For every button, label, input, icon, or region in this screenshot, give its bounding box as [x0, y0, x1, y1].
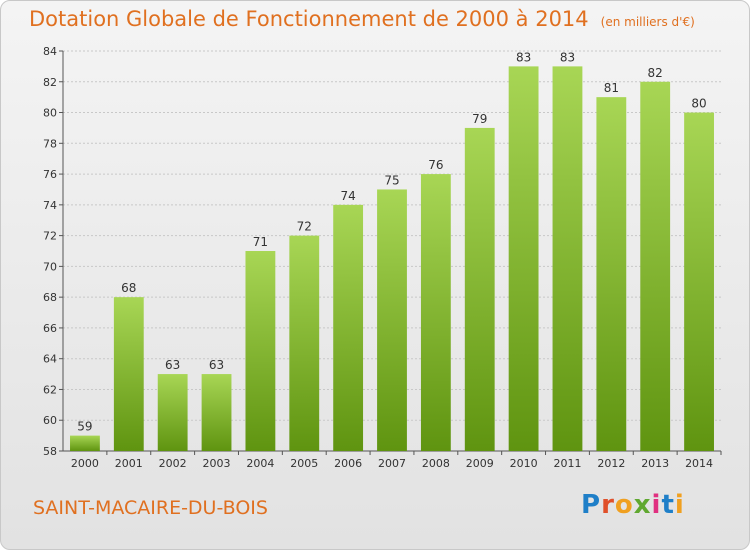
y-tick-label: 66 [43, 322, 57, 335]
x-tick-label: 2014 [685, 457, 713, 470]
bar [464, 127, 495, 451]
bar [245, 251, 276, 451]
y-tick-label: 62 [43, 383, 57, 396]
bar [684, 112, 714, 452]
bar [552, 66, 583, 451]
data-label: 71 [253, 235, 268, 249]
logo-letter: i [651, 490, 662, 520]
y-tick-label: 84 [43, 45, 57, 58]
data-label: 75 [384, 173, 399, 187]
x-tick-label: 2011 [553, 457, 581, 470]
data-labels: 59 68 63 63 71 72 74 75 76 79 83 83 81 82 80 [77, 50, 706, 433]
logo-letter: r [601, 490, 615, 520]
x-tick-label: 2002 [159, 457, 187, 470]
bar [420, 174, 451, 452]
y-tick-label: 78 [43, 137, 57, 150]
x-tick-label: 2005 [290, 457, 318, 470]
y-tick-label: 68 [43, 291, 57, 304]
chart-title: Dotation Globale de Fonctionnement de 20… [29, 7, 695, 31]
data-label: 74 [340, 189, 355, 203]
bar [157, 374, 188, 451]
logo-letter: o [614, 490, 634, 520]
x-tick-label: 2000 [71, 457, 99, 470]
logo-letter: i [674, 490, 685, 520]
bar [333, 204, 364, 451]
data-label: 79 [472, 112, 487, 126]
x-tick-label: 2001 [115, 457, 143, 470]
bars [70, 66, 714, 452]
logo-letter: x [633, 490, 652, 520]
bar [377, 189, 407, 451]
data-label: 63 [165, 358, 180, 372]
y-tick-label: 64 [43, 353, 57, 366]
y-tick-label: 82 [43, 76, 57, 89]
y-tick-label: 76 [43, 168, 57, 181]
title-unit: (en milliers d'€) [600, 15, 695, 29]
x-tick-label: 2004 [246, 457, 274, 470]
title-text: Dotation Globale de Fonctionnement de 20… [29, 7, 589, 31]
y-tick-label: 60 [43, 414, 57, 427]
data-label: 83 [560, 50, 575, 64]
x-tick-label: 2009 [466, 457, 494, 470]
data-label: 80 [691, 97, 706, 111]
commune-name: SAINT-MACAIRE-DU-BOIS [33, 497, 268, 519]
x-tick-label: 2012 [597, 457, 625, 470]
bar [113, 297, 144, 451]
x-tick-label: 2008 [422, 457, 450, 470]
data-label: 76 [428, 158, 443, 172]
bar [70, 435, 100, 451]
data-label: 72 [297, 220, 312, 234]
logo-letter: t [661, 490, 675, 520]
data-label: 63 [209, 358, 224, 372]
data-label: 81 [604, 81, 619, 95]
y-tick-label: 72 [43, 230, 57, 243]
y-tick-label: 58 [43, 445, 57, 458]
x-tick-label: 2006 [334, 457, 362, 470]
data-label: 59 [77, 420, 92, 434]
x-tick-label: 2013 [641, 457, 669, 470]
y-tick-label: 70 [43, 260, 57, 273]
bar [508, 66, 539, 451]
bar [596, 97, 627, 452]
y-tick-label: 74 [43, 199, 57, 212]
bar [640, 81, 671, 452]
data-label: 82 [648, 66, 663, 80]
x-tick-label: 2007 [378, 457, 406, 470]
bar [289, 235, 320, 451]
data-label: 68 [121, 281, 136, 295]
proxiti-logo: Proxiti [581, 490, 685, 520]
axes: 58 60 62 64 66 68 70 72 74 76 78 80 82 84 2000 2001 2002… [43, 45, 722, 470]
data-label: 83 [516, 50, 531, 64]
logo-letter: P [581, 490, 602, 520]
x-tick-label: 2010 [510, 457, 538, 470]
bar [201, 374, 232, 451]
x-tick-label: 2003 [203, 457, 231, 470]
y-tick-label: 80 [43, 107, 57, 120]
